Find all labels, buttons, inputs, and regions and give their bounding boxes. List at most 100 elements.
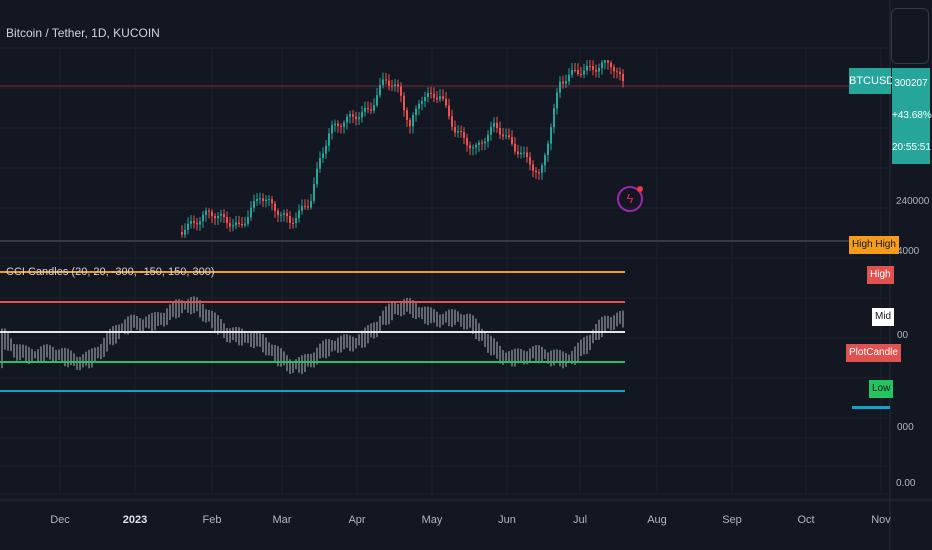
candle-body <box>376 95 378 106</box>
candle-body <box>559 81 561 93</box>
candle-body <box>421 101 423 104</box>
candle-body <box>313 184 315 201</box>
candle-body <box>283 213 285 215</box>
candle-body <box>199 221 201 225</box>
x-axis-label: Dec <box>50 514 70 526</box>
cci-levels <box>0 271 625 392</box>
candle-body <box>352 114 354 117</box>
candle-body <box>340 125 342 127</box>
symbol-title[interactable]: Bitcoin / Tether, 1D, KUCOIN <box>6 26 160 40</box>
candle-body <box>538 172 540 174</box>
candle-body <box>385 79 387 81</box>
candle-body <box>280 214 282 216</box>
candle-body <box>442 96 444 99</box>
candle-body <box>241 224 243 226</box>
candle-body <box>601 62 603 69</box>
candle-body <box>337 123 339 126</box>
level-label-plot-candle: PlotCandle <box>846 344 901 362</box>
candle-body <box>577 70 579 75</box>
candle-body <box>475 144 477 148</box>
candle-body <box>616 71 618 73</box>
candle-body <box>439 96 441 100</box>
candle-body <box>253 200 255 208</box>
candle-body <box>466 137 468 146</box>
candle-body <box>379 84 381 96</box>
candle-body <box>364 108 366 112</box>
price-axis-label: 4000 <box>897 246 920 257</box>
candle-body <box>532 164 534 171</box>
candle-body <box>214 216 216 219</box>
candle-body <box>592 66 594 70</box>
candle-body <box>298 210 300 219</box>
candle-body <box>472 147 474 149</box>
candle-body <box>334 123 336 126</box>
candle-body <box>451 116 453 127</box>
candle-body <box>496 122 498 129</box>
candle-body <box>613 67 615 72</box>
candle-body <box>505 135 507 137</box>
candle-body <box>562 81 564 84</box>
x-axis-label: Mar <box>272 514 292 526</box>
candle-body <box>553 108 555 128</box>
candle-body <box>358 117 360 120</box>
candle-body <box>391 85 393 87</box>
candle-body <box>487 134 489 142</box>
candle-body <box>583 70 585 75</box>
candle-body <box>481 142 483 144</box>
level-label-mid: Mid <box>872 308 895 326</box>
candle-body <box>550 127 552 144</box>
candle-body <box>418 103 420 109</box>
x-axis-label: Sep <box>722 514 742 526</box>
lightning-icon[interactable]: ϟ <box>617 186 643 212</box>
candle-body <box>235 222 237 226</box>
candle-body <box>289 216 291 223</box>
candle-body <box>229 223 231 227</box>
candle-body <box>211 211 213 217</box>
candle-body <box>610 62 612 68</box>
candle-body <box>307 206 309 208</box>
level-label-high-high: High High <box>849 236 899 254</box>
price-candles <box>181 60 624 238</box>
candle-body <box>433 93 435 98</box>
candle-body <box>580 74 582 76</box>
candle-body <box>529 157 531 165</box>
chart-settings-icon[interactable] <box>891 8 929 64</box>
candle-body <box>373 105 375 111</box>
candle-body <box>328 133 330 146</box>
candle-body <box>595 69 597 72</box>
x-axis-label: Feb <box>202 514 222 526</box>
candle-body <box>205 210 207 215</box>
level-marker-low-low <box>852 406 890 409</box>
x-axis-label: Nov <box>871 514 891 526</box>
candle-body <box>184 230 186 235</box>
candle-body <box>325 145 327 154</box>
candle-body <box>346 116 348 123</box>
candle-body <box>292 222 294 224</box>
indicator-axis-label: 0.00 <box>896 478 916 489</box>
candle-body <box>193 221 195 223</box>
candle-body <box>523 152 525 154</box>
candle-body <box>187 223 189 231</box>
candle-body <box>265 199 267 202</box>
candle-body <box>448 105 450 117</box>
candle-body <box>331 125 333 134</box>
candle-body <box>349 114 351 117</box>
candle-body <box>547 143 549 156</box>
bar-countdown: 20:55:51 <box>892 142 931 153</box>
candle-body <box>454 126 456 133</box>
candle-body <box>619 71 621 75</box>
candle-body <box>427 93 429 97</box>
candle-body <box>469 145 471 149</box>
candle-body <box>445 98 447 106</box>
candle-body <box>217 215 219 219</box>
candle-body <box>556 92 558 109</box>
candle-body <box>463 132 465 138</box>
candle-body <box>271 199 273 204</box>
candle-body <box>517 151 519 155</box>
indicator-title[interactable]: CCI Candles (20, 20, -300, -150, 150, 30… <box>6 266 215 278</box>
candle-body <box>607 60 609 63</box>
candle-body <box>208 210 210 212</box>
candle-body <box>508 135 510 138</box>
